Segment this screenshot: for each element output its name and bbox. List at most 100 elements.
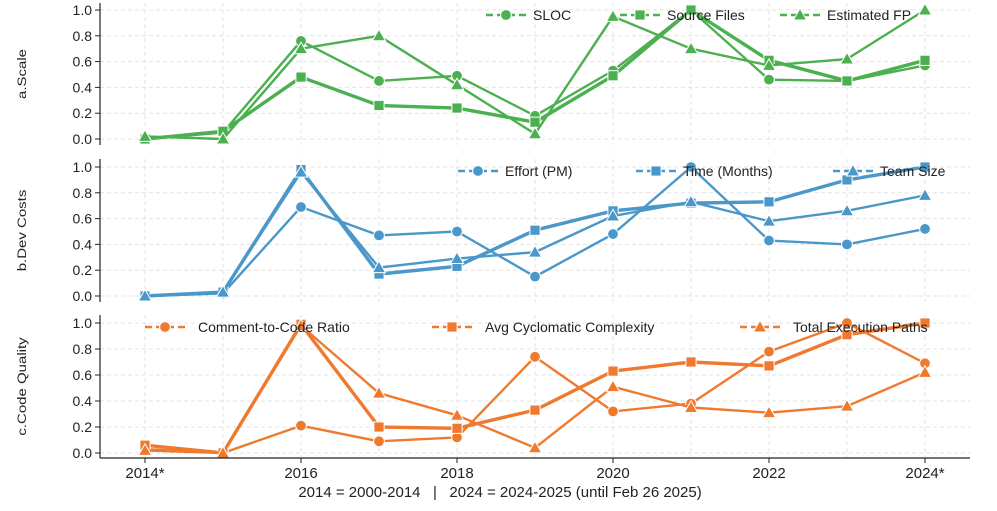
data-point: [607, 405, 619, 418]
data-point: [685, 356, 697, 368]
legend-item: Comment-to-Code Ratio: [145, 319, 350, 335]
y-tick-label: 0.8: [73, 28, 93, 44]
data-point: [605, 208, 621, 222]
data-point: [919, 161, 931, 173]
data-point: [917, 187, 933, 201]
data-point: [839, 203, 855, 217]
legend-marker: [845, 163, 861, 177]
y-tick-label: 0.0: [73, 445, 93, 461]
data-point: [527, 126, 543, 140]
data-point: [919, 223, 931, 235]
data-point: [373, 229, 385, 242]
legend-marker: [752, 319, 768, 333]
panel-3: 0.0 0.2 0.4 0.6 0.8 1.0 c.Code Quality Comment-…: [15, 315, 970, 461]
data-point: [917, 364, 933, 378]
data-point: [605, 8, 621, 22]
x-tick-label: 2020: [596, 465, 629, 482]
data-point: [919, 54, 931, 66]
data-point: [451, 102, 463, 114]
legend-item: Team Size: [833, 163, 946, 179]
legend-marker: [159, 321, 171, 333]
y-tick-label: 0.6: [73, 367, 93, 383]
data-point: [839, 398, 855, 412]
y-axis-label: c.Code Quality: [15, 337, 28, 435]
data-point: [761, 405, 777, 419]
data-point: [529, 270, 541, 283]
y-tick-label: 1.0: [73, 315, 93, 331]
x-tick-label: 2018: [440, 465, 473, 482]
data-point: [607, 70, 619, 82]
data-point: [371, 260, 387, 274]
data-point: [527, 244, 543, 258]
data-point: [295, 419, 307, 432]
data-point: [761, 57, 777, 71]
legend-item: Estimated FP: [780, 7, 911, 23]
data-point: [295, 71, 307, 83]
data-point: [683, 399, 699, 413]
x-tick-label: 2016: [284, 465, 317, 482]
legend-label: Estimated FP: [827, 7, 911, 23]
legend-item: Effort (PM): [458, 163, 572, 179]
data-point: [841, 329, 853, 341]
data-point: [293, 164, 309, 178]
data-point: [841, 317, 853, 329]
legend-item: SLOC: [486, 7, 571, 23]
y-tick-label: 0.2: [73, 105, 93, 121]
y-tick-label: 0.4: [73, 236, 93, 252]
y-tick-label: 0.2: [73, 262, 93, 278]
legend-marker: [792, 7, 808, 21]
legend-marker: [472, 165, 484, 177]
data-point: [529, 350, 541, 363]
legend-item: Total Execution Paths: [740, 319, 928, 335]
data-point: [529, 116, 541, 128]
y-axis-label: b.Dev Costs: [15, 190, 28, 272]
data-point: [373, 435, 385, 448]
data-point: [371, 28, 387, 42]
data-point: [293, 317, 309, 332]
data-point: [839, 51, 855, 65]
data-point: [449, 77, 465, 91]
x-tick-label: 2024*: [905, 465, 944, 482]
data-point: [137, 288, 153, 302]
data-point: [683, 194, 699, 208]
y-tick-label: 0.0: [73, 288, 93, 304]
legend-label: Avg Cyclomatic Complexity: [485, 319, 654, 335]
x-tick-label: 2022: [752, 465, 785, 482]
y-tick-label: 0.8: [73, 341, 93, 357]
data-point: [215, 284, 231, 298]
data-point: [763, 360, 775, 372]
y-tick-label: 0.6: [73, 211, 93, 227]
legend-marker: [446, 321, 458, 333]
data-point: [685, 161, 697, 173]
data-point: [215, 131, 231, 145]
y-tick-label: 0.4: [73, 79, 93, 95]
data-point: [761, 213, 777, 227]
data-point: [449, 407, 465, 421]
data-point: [763, 234, 775, 247]
data-point: [685, 4, 697, 16]
data-point: [137, 128, 153, 142]
data-point: [917, 2, 933, 16]
data-point: [607, 365, 619, 377]
data-point: [763, 345, 775, 358]
legend-label: Total Execution Paths: [793, 319, 928, 335]
data-point: [295, 201, 307, 213]
data-point: [373, 75, 385, 87]
legend-item: Source Files: [620, 7, 745, 23]
data-point: [605, 379, 621, 393]
legend-item: Time (Months): [636, 163, 773, 179]
y-tick-label: 1.0: [73, 159, 93, 175]
data-point: [763, 73, 775, 86]
data-point: [451, 225, 463, 238]
y-axis-label: a.Scale: [15, 49, 28, 99]
data-point: [449, 250, 465, 265]
data-point: [683, 41, 699, 55]
data-point: [607, 228, 619, 240]
data-point: [919, 317, 931, 329]
legend-marker: [500, 9, 512, 21]
data-point: [529, 224, 541, 236]
y-tick-label: 1.0: [73, 2, 93, 18]
y-tick-label: 0.8: [73, 185, 93, 201]
